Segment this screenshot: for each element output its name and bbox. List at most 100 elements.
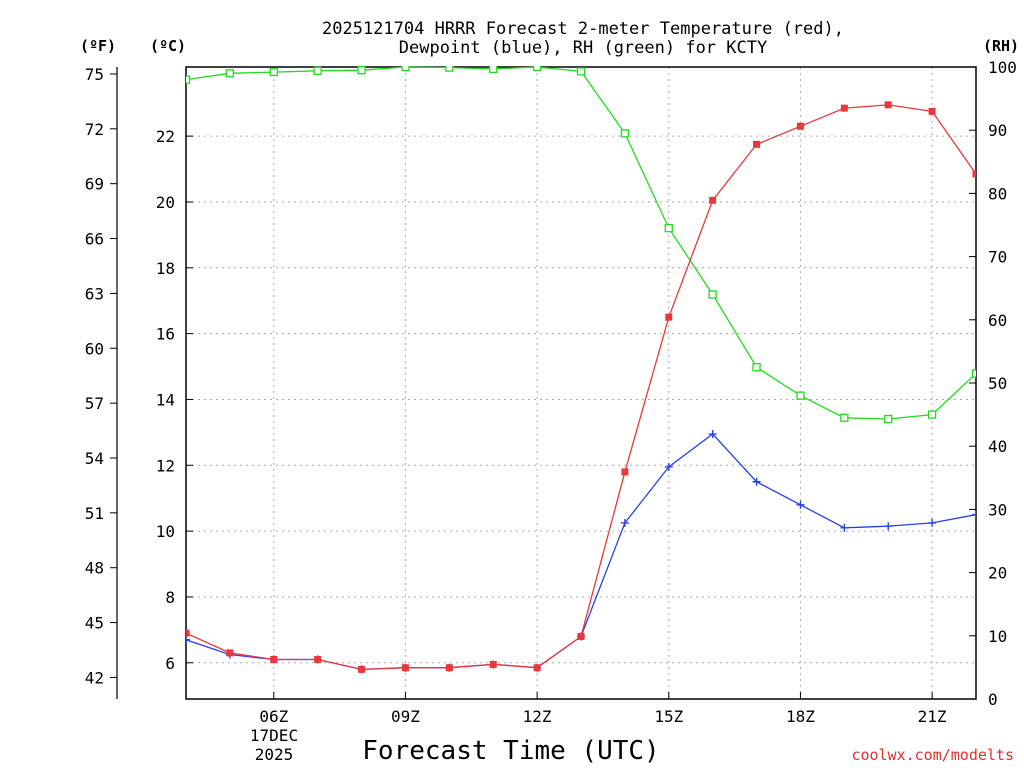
rh-unit-label: (RH)	[983, 37, 1019, 55]
fahrenheit-tick-label: 63	[85, 284, 104, 303]
date-label-day: 17DEC	[250, 726, 298, 745]
rh-point	[927, 410, 937, 419]
rh-point	[401, 66, 410, 72]
2-meter-temperature-point	[270, 656, 278, 663]
celsius-unit-label: (ºC)	[150, 37, 186, 55]
rh-point	[269, 67, 278, 77]
2-meter-temperature-point	[186, 629, 190, 637]
rh-tick-label: 0	[988, 690, 998, 709]
rh-tick-label: 80	[988, 184, 1007, 203]
2-meter-temperature-point	[753, 140, 761, 148]
rh-tick-label: 50	[988, 374, 1007, 393]
rh-point	[532, 66, 542, 72]
fahrenheit-unit-label: (ºF)	[80, 37, 116, 55]
2-meter-temperature-series	[186, 101, 976, 673]
rh-tick-label: 40	[988, 437, 1007, 456]
fahrenheit-tick-label: 66	[85, 230, 104, 249]
x-tick-label: 06Z	[259, 707, 288, 726]
rh-point	[708, 290, 717, 299]
fahrenheit-tick-label: 54	[85, 449, 104, 468]
2-meter-temperature-point	[709, 196, 717, 204]
rh-point	[225, 69, 235, 78]
grid-lines	[186, 67, 976, 699]
rh-point	[186, 75, 191, 84]
celsius-tick-label: 20	[156, 193, 175, 212]
dewpoint-point	[840, 523, 849, 532]
plot-frame	[185, 66, 977, 700]
celsius-tick-label: 16	[156, 325, 175, 344]
2-meter-temperature-point	[796, 122, 804, 130]
rh-point	[752, 363, 761, 372]
dewpoint-point	[620, 518, 629, 527]
fahrenheit-tick-label: 60	[85, 339, 104, 358]
x-tick-label: 18Z	[786, 707, 815, 726]
2-meter-temperature-line	[186, 104, 976, 671]
fahrenheit-tick-label: 75	[85, 65, 104, 84]
chart-title-line2: Dewpoint (blue), RH (green) for KCTY	[399, 38, 767, 58]
rh-point	[357, 66, 366, 75]
chart-title-line1: 2025121704 HRRR Forecast 2-meter Tempera…	[322, 19, 844, 39]
fahrenheit-tick-label: 72	[85, 120, 104, 139]
rh-point	[620, 129, 630, 138]
fahrenheit-tick-label: 69	[85, 175, 104, 194]
2-meter-temperature-point	[445, 664, 453, 672]
rh-point	[971, 369, 976, 378]
rh-tick-label: 70	[988, 248, 1007, 267]
celsius-tick-label: 10	[156, 522, 175, 541]
fahrenheit-tick-label: 51	[85, 504, 104, 523]
data-series	[186, 66, 976, 674]
2-meter-temperature-point	[489, 660, 497, 668]
rh-series	[186, 66, 976, 424]
rh-point	[840, 413, 849, 422]
celsius-tick-label: 12	[156, 456, 175, 475]
rh-point	[664, 224, 673, 233]
rh-point	[445, 66, 454, 72]
dewpoint-point	[708, 430, 717, 439]
rh-tick-label: 10	[988, 627, 1007, 646]
fahrenheit-tick-label: 57	[85, 394, 104, 413]
dewpoint-point	[186, 635, 190, 644]
dewpoint-point	[796, 500, 805, 509]
rh-point	[313, 66, 322, 75]
2-meter-temperature-point	[840, 104, 848, 112]
fahrenheit-tick-label: 42	[85, 668, 104, 687]
date-label-year: 2025	[255, 745, 294, 764]
rh-point	[489, 66, 498, 74]
rh-line	[186, 66, 976, 420]
2-meter-temperature-point	[972, 170, 976, 178]
rh-tick-label: 60	[988, 311, 1007, 330]
x-tick-label: 09Z	[391, 707, 420, 726]
celsius-tick-label: 6	[165, 654, 175, 673]
x-tick-label: 15Z	[654, 707, 683, 726]
2-meter-temperature-point	[358, 665, 366, 673]
dewpoint-point	[928, 518, 937, 527]
celsius-tick-label: 14	[156, 390, 175, 409]
dewpoint-point	[884, 522, 893, 531]
celsius-tick-label: 18	[156, 259, 175, 278]
rh-tick-label: 100	[988, 58, 1017, 77]
source-credit: coolwx.com/modelts	[851, 746, 1014, 764]
2-meter-temperature-point	[533, 664, 541, 672]
x-tick-label: 12Z	[523, 707, 552, 726]
dewpoint-point	[664, 462, 673, 471]
2-meter-temperature-point	[226, 649, 234, 657]
dewpoint-point	[752, 477, 761, 486]
2-meter-temperature-point	[928, 107, 936, 115]
celsius-tick-label: 22	[156, 127, 175, 146]
fahrenheit-tick-label: 48	[85, 559, 104, 578]
rh-tick-label: 20	[988, 564, 1007, 583]
fahrenheit-tick-label: 45	[85, 614, 104, 633]
2-meter-temperature-point	[665, 313, 673, 321]
2-meter-temperature-point	[577, 632, 585, 640]
2-meter-temperature-point	[621, 468, 629, 476]
2-meter-temperature-point	[314, 656, 322, 663]
rh-point	[796, 391, 805, 400]
rh-point	[576, 67, 586, 76]
dewpoint-point	[972, 510, 976, 519]
rh-tick-label: 30	[988, 500, 1007, 519]
2-meter-temperature-point	[884, 101, 892, 109]
x-axis-title: Forecast Time (UTC)	[362, 736, 659, 766]
rh-point	[884, 414, 893, 424]
axis-ticks: 06Z 09Z 12Z 15Z 18Z 21Z 6 8 10 12 14 16 18 20 22 42 45 48…	[85, 58, 1017, 726]
